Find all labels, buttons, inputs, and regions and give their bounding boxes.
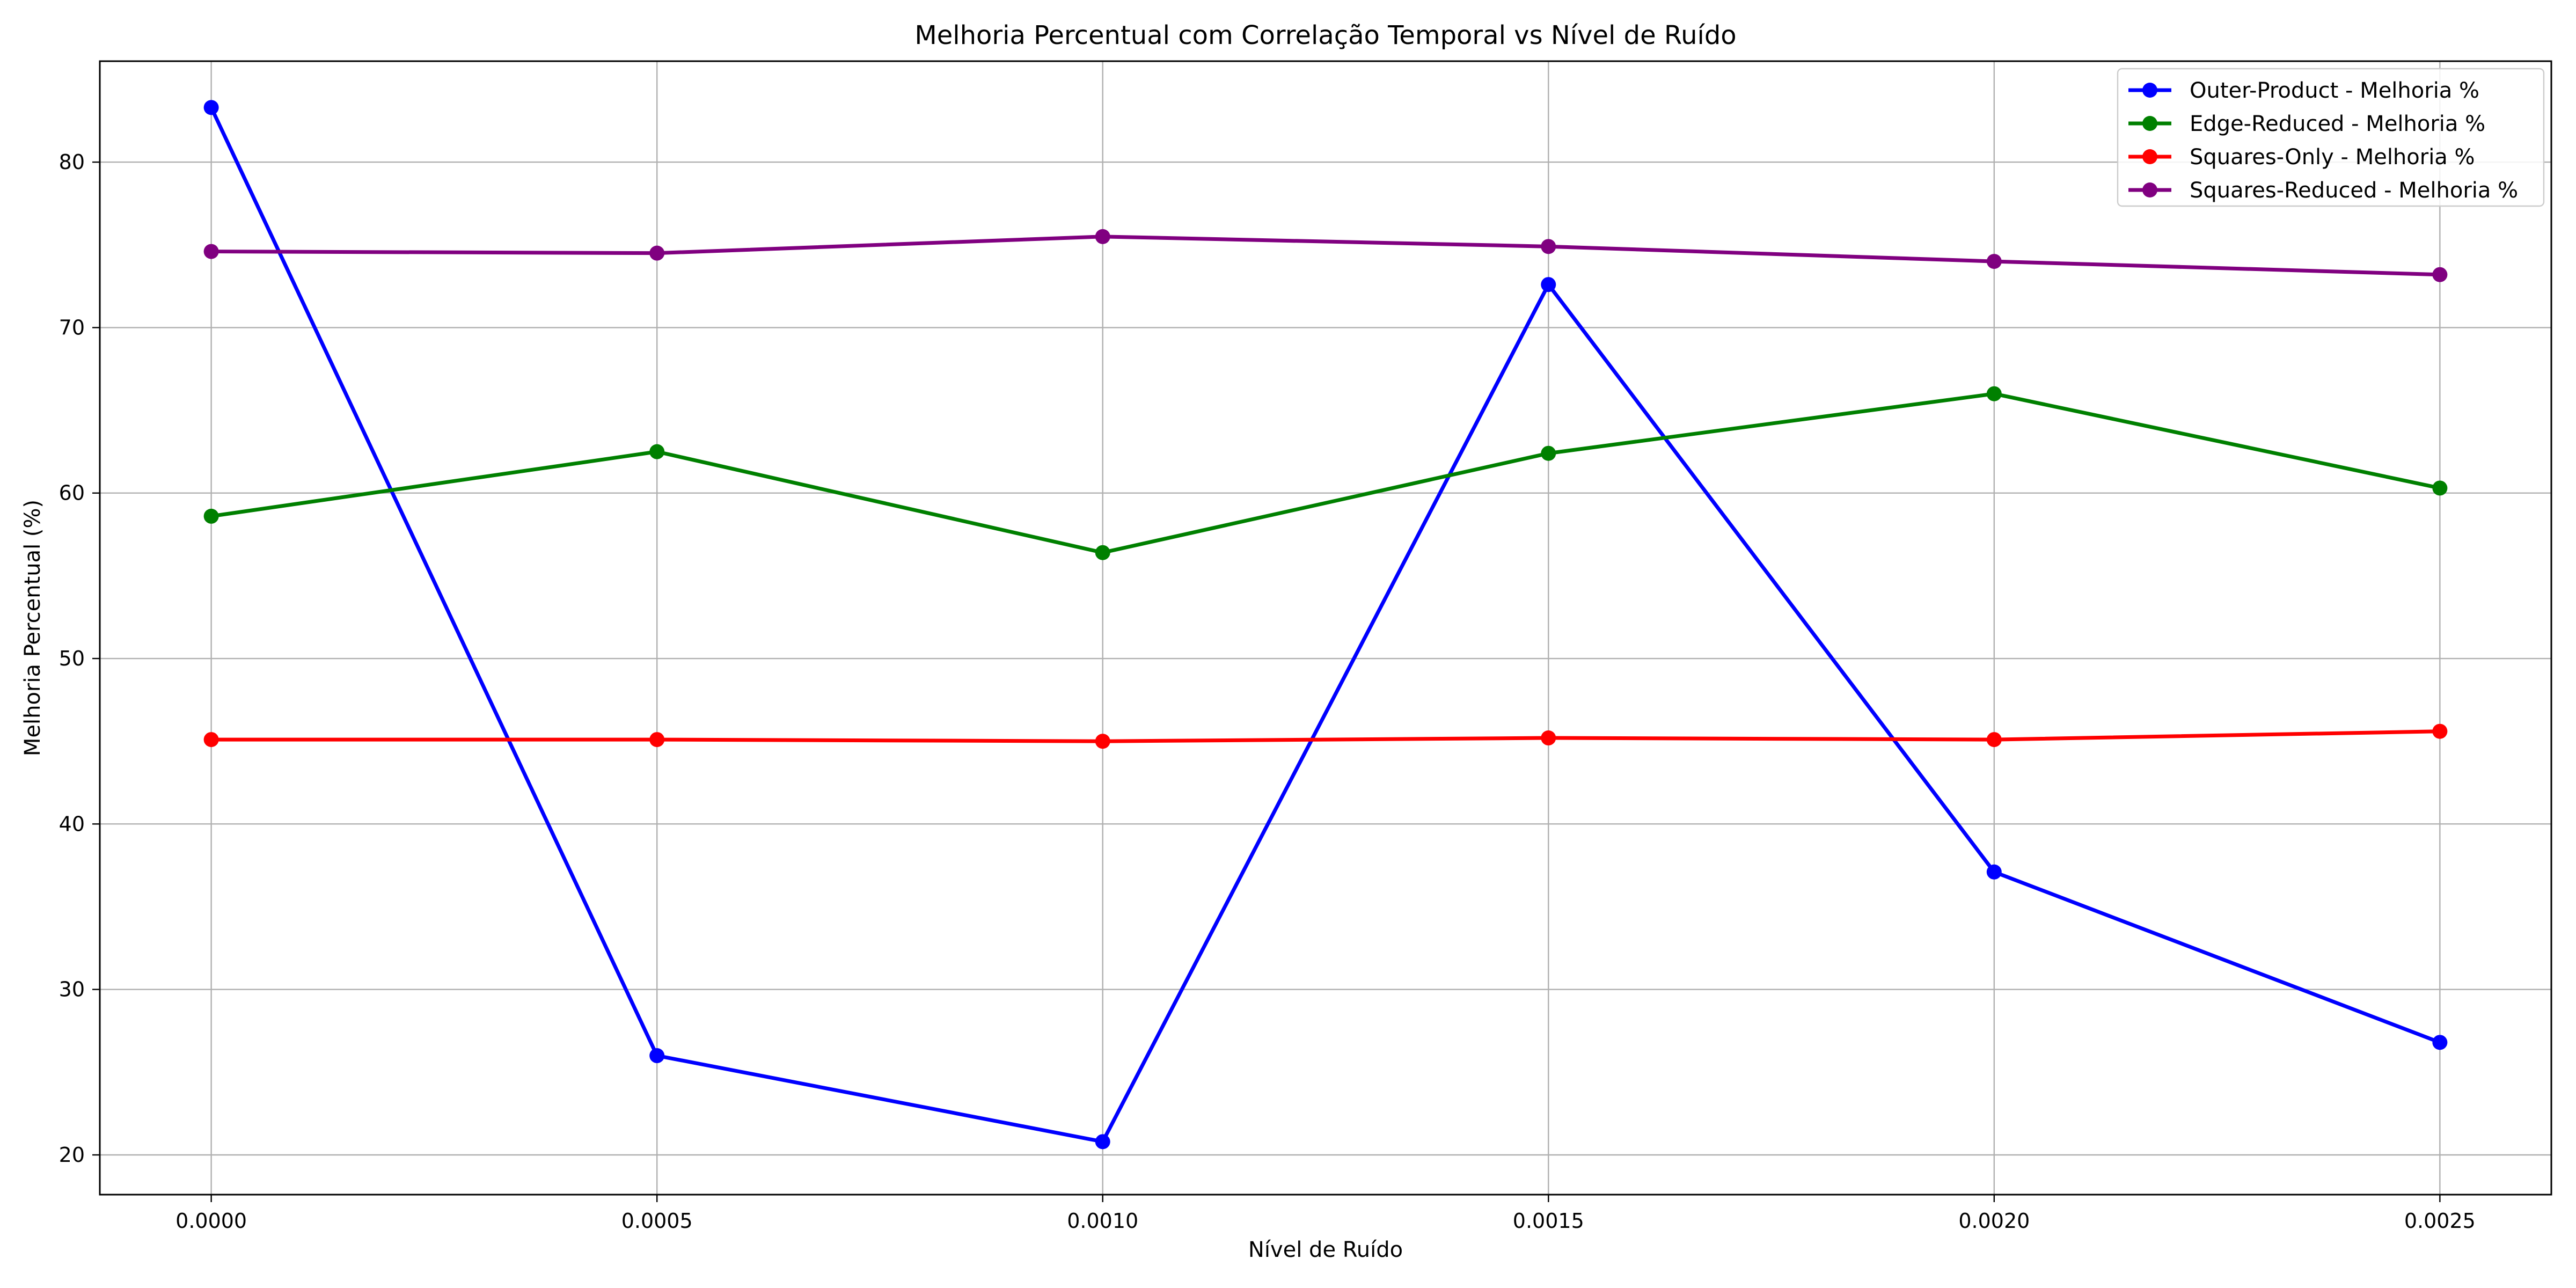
y-tick-label: 30 xyxy=(59,978,85,1001)
data-point xyxy=(2432,1035,2448,1050)
x-axis-label: Nível de Ruído xyxy=(1248,1238,1403,1262)
legend-item: Squares-Reduced - Melhoria % xyxy=(2128,178,2518,203)
series-2 xyxy=(203,386,2448,560)
chart-title: Melhoria Percentual com Correlação Tempo… xyxy=(914,20,1736,50)
y-tick-label: 40 xyxy=(59,812,85,836)
data-point xyxy=(649,245,665,261)
data-point xyxy=(649,1048,665,1064)
data-point xyxy=(1541,239,1556,254)
data-point xyxy=(1986,864,2002,880)
legend-label: Squares-Reduced - Melhoria % xyxy=(2190,178,2518,203)
y-tick-label: 50 xyxy=(59,647,85,670)
data-point xyxy=(1095,229,1110,244)
x-tick-label: 0.0020 xyxy=(1958,1209,2030,1233)
grid xyxy=(100,61,2551,1195)
legend-item: Edge-Reduced - Melhoria % xyxy=(2128,112,2485,136)
data-point xyxy=(2432,267,2448,282)
x-tick-label: 0.0010 xyxy=(1067,1209,1138,1233)
data-point xyxy=(1986,254,2002,269)
data-point xyxy=(2432,723,2448,739)
series-1 xyxy=(203,100,2448,1150)
data-point xyxy=(1986,732,2002,748)
series-layer xyxy=(203,100,2448,1150)
legend-marker xyxy=(2142,182,2157,197)
x-tick-label: 0.0025 xyxy=(2404,1209,2476,1233)
plot-frame xyxy=(99,60,2552,1196)
data-point xyxy=(2432,480,2448,496)
series-line xyxy=(208,105,2442,1144)
legend-marker xyxy=(2142,116,2157,131)
y-tick-label: 70 xyxy=(59,316,85,339)
data-point xyxy=(649,444,665,459)
data-point xyxy=(203,508,219,524)
y-tick-label: 20 xyxy=(59,1143,85,1167)
legend-label: Edge-Reduced - Melhoria % xyxy=(2190,112,2485,136)
x-tick-label: 0.0005 xyxy=(621,1209,693,1233)
y-axis-label: Melhoria Percentual (%) xyxy=(20,500,45,756)
series-3 xyxy=(203,723,2448,749)
y-axis: 20 30 40 50 60 70 80 xyxy=(59,150,100,1167)
data-point xyxy=(1986,386,2002,401)
legend-marker xyxy=(2142,149,2157,164)
data-point xyxy=(1541,445,1556,461)
legend: Outer-Product - Melhoria % Edge-Reduced -… xyxy=(2117,68,2545,207)
data-point xyxy=(1541,277,1556,292)
data-point xyxy=(1541,730,1556,746)
legend-label: Outer-Product - Melhoria % xyxy=(2190,78,2479,103)
data-point xyxy=(1095,545,1110,560)
series-line xyxy=(209,235,2442,277)
data-point xyxy=(203,244,219,259)
x-tick-label: 0.0015 xyxy=(1513,1209,1584,1233)
data-point xyxy=(1095,734,1110,749)
legend-box xyxy=(2117,68,2545,207)
legend-label: Squares-Only - Melhoria % xyxy=(2190,145,2475,170)
series-line xyxy=(209,392,2442,555)
data-point xyxy=(203,100,219,115)
legend-item: Squares-Only - Melhoria % xyxy=(2128,145,2475,170)
y-tick-label: 60 xyxy=(59,481,85,505)
series-4 xyxy=(203,229,2448,282)
series-line xyxy=(209,729,2442,743)
legend-item: Outer-Product - Melhoria % xyxy=(2128,78,2479,103)
data-point xyxy=(1095,1134,1110,1150)
y-tick-label: 80 xyxy=(59,150,85,174)
data-point xyxy=(649,732,665,748)
data-point xyxy=(203,732,219,748)
legend-marker xyxy=(2142,83,2157,98)
x-axis: 0.0000 0.0005 0.0010 0.0015 0.0020 0.0025 xyxy=(175,1195,2476,1233)
x-tick-label: 0.0000 xyxy=(175,1209,247,1233)
